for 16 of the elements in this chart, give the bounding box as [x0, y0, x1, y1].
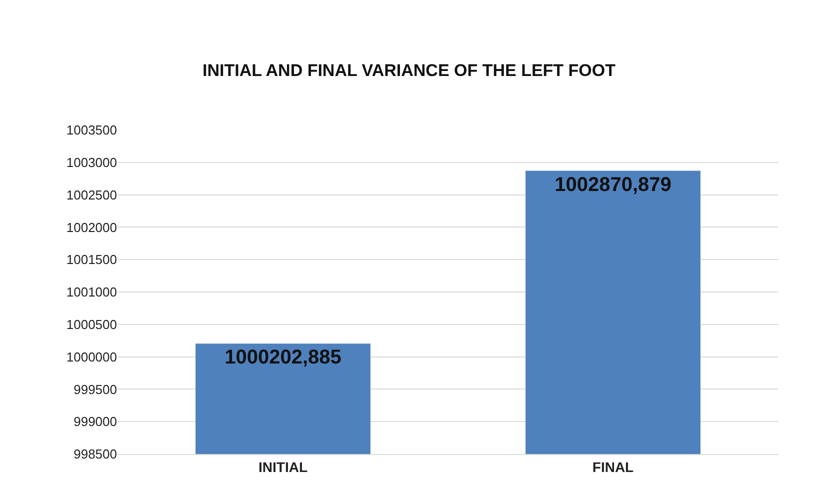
y-tick-label: 998500 — [74, 446, 117, 462]
y-tick-label: 1001500 — [66, 252, 117, 268]
data-label: 1002870,879 — [554, 174, 672, 196]
y-tick-label: 999500 — [74, 382, 117, 397]
y-tick-label: 1002000 — [66, 220, 117, 235]
y-tick-label: 1000500 — [66, 316, 117, 332]
x-tick-label: FINAL — [592, 458, 634, 475]
y-tick-label: 1001000 — [66, 284, 117, 300]
y-tick-label: 1003500 — [66, 122, 117, 138]
x-tick-label: INITIAL — [258, 458, 308, 475]
data-label: 1000202,885 — [224, 346, 342, 369]
y-tick-label: 1002500 — [66, 187, 117, 202]
y-tick-label: 1003000 — [66, 154, 117, 170]
y-tick-label: 1000000 — [66, 349, 117, 364]
y-tick-label: 999000 — [74, 414, 117, 430]
chart-title: INITIAL AND FINAL VARIANCE OF THE LEFT FOOT — [202, 60, 616, 80]
